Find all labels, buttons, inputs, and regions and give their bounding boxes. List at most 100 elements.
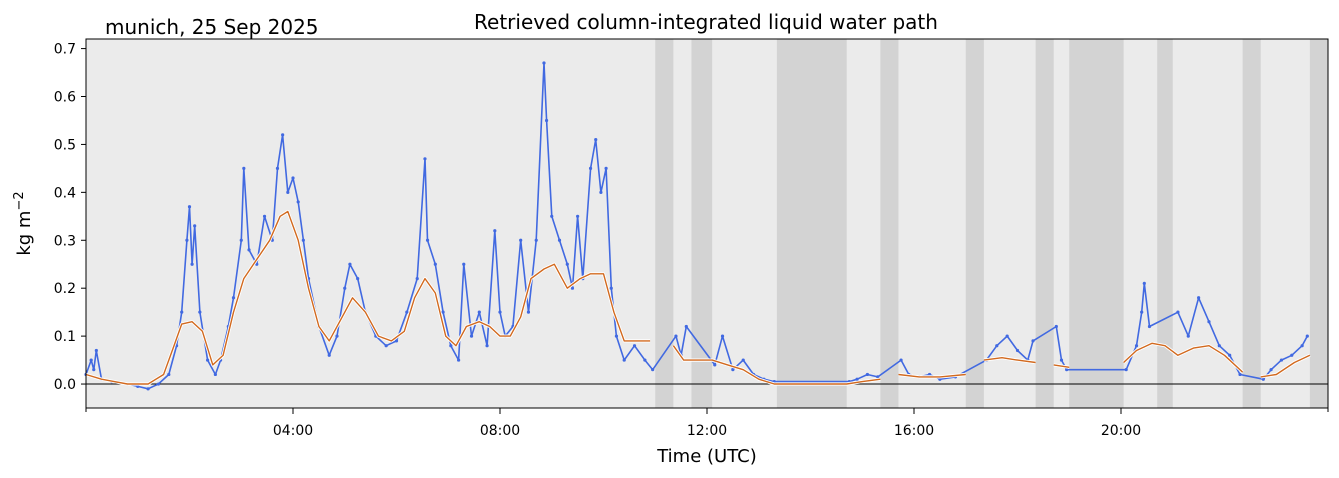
data-point bbox=[622, 358, 626, 362]
data-point bbox=[534, 238, 538, 242]
y-tick-label: 0.1 bbox=[54, 329, 76, 345]
data-point bbox=[632, 344, 637, 348]
data-point bbox=[167, 372, 171, 377]
data-point bbox=[493, 229, 497, 233]
y-tick-label: 0.6 bbox=[54, 90, 76, 106]
data-point bbox=[876, 375, 880, 379]
data-point bbox=[335, 334, 339, 338]
data-point bbox=[1031, 339, 1035, 343]
data-point bbox=[384, 344, 388, 348]
data-point bbox=[156, 382, 161, 386]
data-point bbox=[865, 372, 870, 377]
data-point bbox=[1065, 368, 1069, 372]
data-point bbox=[92, 368, 96, 372]
data-point bbox=[213, 372, 217, 377]
data-point bbox=[544, 118, 549, 123]
data-point bbox=[643, 358, 647, 362]
data-point bbox=[190, 262, 194, 266]
y-tick-label: 0.7 bbox=[54, 42, 76, 58]
data-point bbox=[1300, 344, 1304, 348]
raw-series-trace bbox=[85, 62, 1309, 390]
data-point bbox=[1197, 296, 1201, 300]
x-tick-label: 20:00 bbox=[1101, 423, 1141, 439]
data-point bbox=[526, 310, 531, 314]
data-point bbox=[187, 205, 192, 209]
y-tick-label: 0.3 bbox=[54, 233, 76, 249]
data-point bbox=[193, 224, 197, 228]
y-axis: 0.0 0.1 0.2 0.3 0.4 0.5 0.6 0.7 bbox=[54, 42, 86, 393]
data-point bbox=[469, 334, 474, 338]
data-point bbox=[1134, 344, 1139, 348]
smoothed-line bbox=[1123, 342, 1244, 373]
data-point bbox=[542, 61, 546, 65]
data-point bbox=[206, 358, 210, 362]
data-point bbox=[136, 384, 140, 389]
raw-series bbox=[84, 61, 1309, 391]
chart-title: Retrieved column-integrated liquid water… bbox=[474, 10, 938, 34]
x-tick-label: 12:00 bbox=[687, 423, 727, 439]
data-point bbox=[327, 353, 331, 357]
data-point bbox=[185, 238, 189, 242]
data-point bbox=[1261, 377, 1265, 381]
y-tick-label: 0.4 bbox=[54, 185, 76, 201]
location-date-label: munich, 25 Sep 2025 bbox=[105, 15, 319, 39]
smoothed-series bbox=[85, 209, 1311, 386]
data-point bbox=[741, 358, 745, 362]
data-point bbox=[477, 310, 481, 314]
data-point bbox=[433, 262, 437, 266]
flagged-band bbox=[965, 39, 984, 408]
data-point bbox=[394, 339, 399, 343]
data-point bbox=[720, 334, 725, 338]
data-point bbox=[684, 324, 688, 329]
x-axis: 04:00 08:00 12:00 16:00 20:00 bbox=[85, 408, 1329, 439]
data-point bbox=[576, 214, 580, 218]
data-point bbox=[462, 262, 466, 266]
data-point bbox=[1238, 372, 1242, 377]
data-point bbox=[301, 238, 305, 242]
y-axis-label: kg m−2 bbox=[12, 191, 35, 255]
data-point bbox=[1176, 310, 1180, 314]
data-point bbox=[1059, 358, 1064, 362]
data-point bbox=[180, 310, 184, 314]
data-point bbox=[485, 344, 489, 348]
plot-area bbox=[84, 38, 1329, 409]
data-point bbox=[614, 334, 619, 338]
y-tick-label: 0.0 bbox=[54, 377, 76, 393]
data-point bbox=[275, 166, 280, 170]
data-point bbox=[423, 157, 427, 161]
data-point bbox=[1186, 334, 1190, 338]
x-tick-label: 08:00 bbox=[480, 423, 520, 439]
data-point bbox=[281, 133, 285, 137]
data-point bbox=[498, 310, 502, 314]
data-point bbox=[242, 166, 246, 170]
data-point bbox=[296, 200, 300, 204]
data-point bbox=[247, 248, 251, 252]
data-point bbox=[550, 214, 554, 218]
smoothed-line bbox=[85, 210, 651, 385]
data-point bbox=[262, 214, 267, 218]
data-point bbox=[588, 166, 593, 170]
smoothed-line bbox=[898, 373, 966, 378]
data-point bbox=[855, 377, 859, 381]
y-axis-label-base: kg m bbox=[14, 211, 35, 256]
flagged-band bbox=[655, 39, 674, 408]
data-point bbox=[1305, 334, 1309, 338]
flagged-bands bbox=[655, 39, 1328, 408]
data-point bbox=[1290, 353, 1294, 357]
data-point bbox=[594, 138, 598, 142]
x-tick-label: 04:00 bbox=[273, 423, 313, 439]
data-point bbox=[94, 348, 98, 353]
data-point bbox=[1228, 353, 1232, 357]
data-point bbox=[651, 368, 655, 372]
data-point bbox=[1269, 368, 1273, 372]
data-point bbox=[599, 190, 603, 194]
flagged-band bbox=[1309, 39, 1328, 408]
data-point bbox=[565, 262, 569, 266]
flagged-band bbox=[776, 39, 847, 408]
flagged-band bbox=[691, 39, 713, 408]
data-point bbox=[674, 334, 678, 338]
data-point bbox=[1124, 368, 1128, 372]
data-point bbox=[1005, 334, 1009, 338]
data-point bbox=[1054, 324, 1058, 329]
flagged-band bbox=[1242, 39, 1261, 408]
